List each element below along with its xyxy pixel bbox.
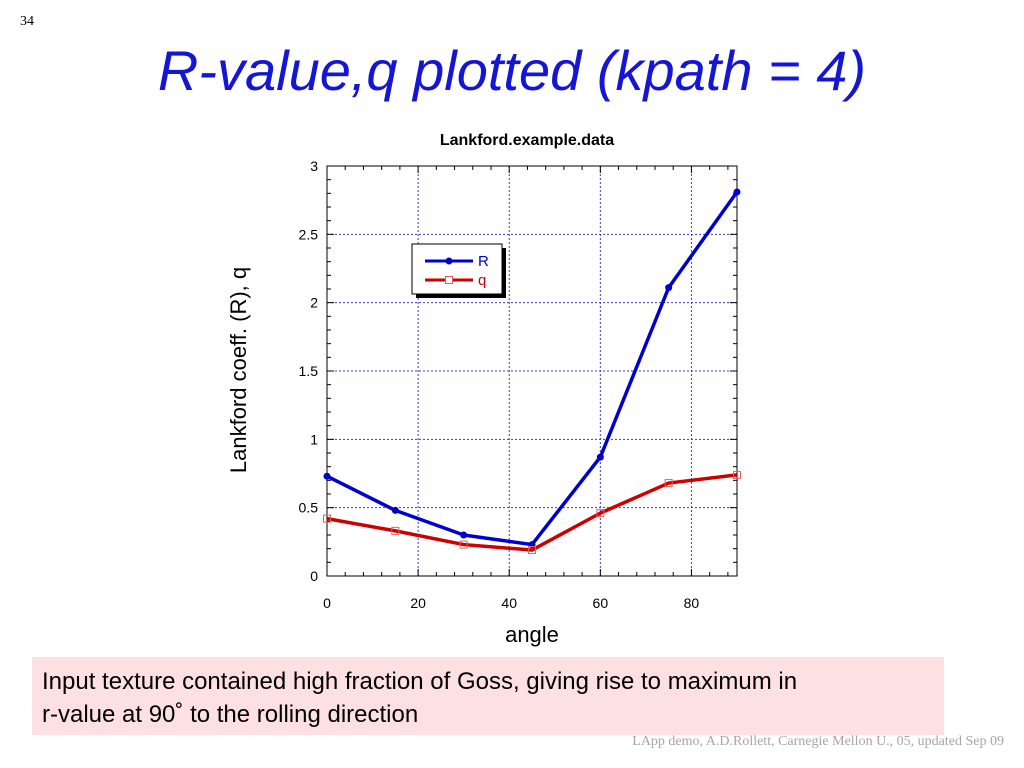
legend-box xyxy=(411,243,503,295)
x-tick-label: 60 xyxy=(593,595,609,611)
chart: Lankford.example.data 0 20 40 60 80 0 0.5 1 1.5… xyxy=(226,132,741,647)
callout-line-2: r-value at 90˚ to the rolling direction xyxy=(42,701,419,728)
y-tick-labels: 0 0.5 1 1.5 2 2.5 3 xyxy=(299,158,319,584)
series-line-q xyxy=(326,473,738,552)
data-point-q xyxy=(459,540,468,549)
legend-label-q: q xyxy=(478,272,486,289)
slide-number: 34 xyxy=(20,14,34,29)
data-point-q xyxy=(733,470,741,479)
y-tick-label: 1.5 xyxy=(299,363,319,379)
data-point-R xyxy=(460,531,468,539)
y-tick-label: 2 xyxy=(310,295,318,311)
ticks xyxy=(326,165,737,577)
callout-box: Input texture contained high fraction of… xyxy=(32,657,944,735)
y-tick-label: 1 xyxy=(310,431,318,447)
x-tick-label: 80 xyxy=(684,595,700,611)
grid xyxy=(327,166,737,576)
y-tick-label: 0 xyxy=(310,568,318,584)
series-layer xyxy=(323,188,741,555)
x-tick-label: 40 xyxy=(501,595,517,611)
data-point-R xyxy=(323,472,331,480)
slide-title: R-value,q plotted (kpath = 4) xyxy=(157,39,867,102)
data-point-R xyxy=(596,453,604,461)
data-point-R xyxy=(733,188,741,196)
data-point-q xyxy=(596,509,605,518)
data-point-q xyxy=(528,546,536,555)
data-point-R xyxy=(391,506,399,514)
legend-label-R: R xyxy=(478,253,489,270)
x-tick-label: 20 xyxy=(410,595,426,611)
y-tick-label: 0.5 xyxy=(299,500,319,516)
data-point-q xyxy=(323,514,331,523)
y-tick-label: 2.5 xyxy=(299,226,319,242)
x-axis-label: angle xyxy=(505,622,559,647)
callout-line-1: Input texture contained high fraction of… xyxy=(42,668,798,695)
data-point-q xyxy=(391,526,400,535)
legend-marker-q xyxy=(445,276,453,284)
data-point-q xyxy=(664,479,673,488)
legend: R q xyxy=(411,243,506,298)
data-point-R xyxy=(665,284,673,292)
x-tick-label: 0 xyxy=(323,595,331,611)
x-tick-labels: 0 20 40 60 80 xyxy=(323,595,699,611)
legend-marker-R xyxy=(445,257,453,265)
footer-credit: LApp demo, A.D.Rollett, Carnegie Mellon … xyxy=(632,734,1004,749)
y-tick-label: 3 xyxy=(310,158,318,174)
chart-title: Lankford.example.data xyxy=(440,132,614,149)
series-line-R xyxy=(326,190,739,547)
y-axis-label: Lankford coeff. (R), q xyxy=(226,267,251,473)
